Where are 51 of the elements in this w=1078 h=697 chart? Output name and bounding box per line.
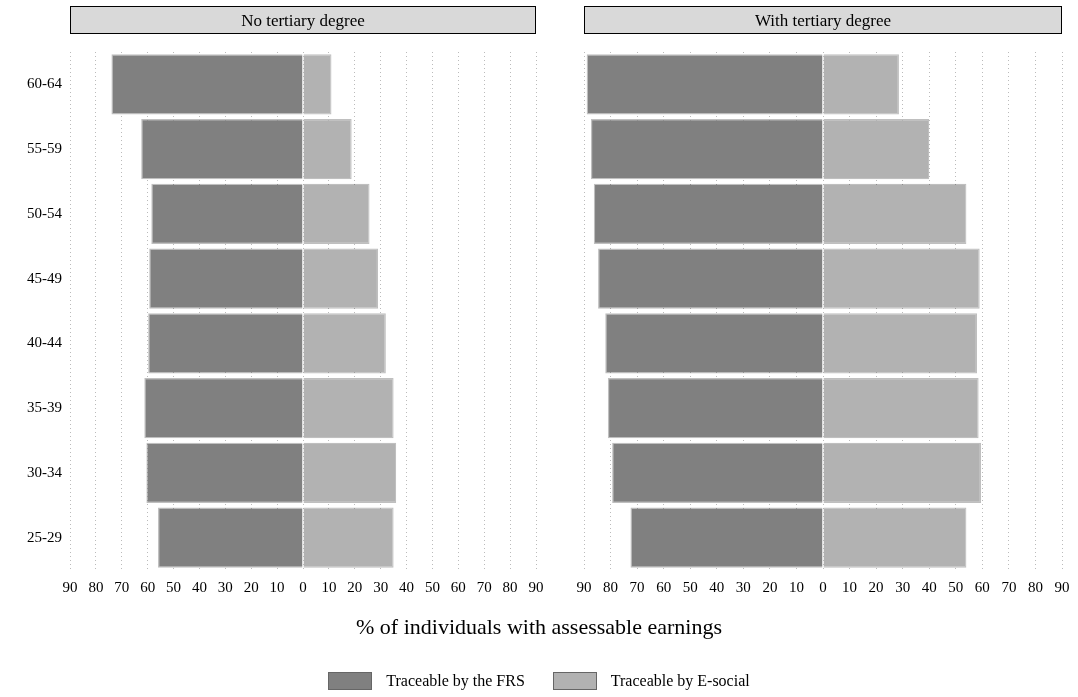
x-tick-label: 80 bbox=[502, 578, 518, 595]
y-tick-label: 30-34 bbox=[27, 463, 63, 480]
x-tick-label: 80 bbox=[1027, 578, 1043, 595]
x-tick-label: 0 bbox=[819, 578, 827, 595]
x-tick-label: 60 bbox=[450, 578, 466, 595]
x-tick-label: 90 bbox=[62, 578, 78, 595]
x-tick-label: 90 bbox=[576, 578, 592, 595]
y-tick-label: 40-44 bbox=[27, 334, 63, 351]
x-tick-label: 50 bbox=[424, 578, 440, 595]
x-tick-label: 10 bbox=[321, 578, 337, 595]
x-tick-label: 20 bbox=[243, 578, 259, 595]
x-tick-label: 30 bbox=[895, 578, 911, 595]
x-tick-label: 50 bbox=[166, 578, 182, 595]
x-tick-label: 70 bbox=[476, 578, 492, 595]
x-tick-label: 90 bbox=[1054, 578, 1070, 595]
x-tick-label: 60 bbox=[974, 578, 990, 595]
x-tick-label: 0 bbox=[299, 578, 307, 595]
x-tick-label: 50 bbox=[948, 578, 964, 595]
x-tick-label: 10 bbox=[269, 578, 285, 595]
x-tick-label: 70 bbox=[1001, 578, 1017, 595]
y-tick-label: 35-39 bbox=[27, 399, 62, 416]
x-tick-label: 50 bbox=[682, 578, 698, 595]
x-tick-label: 80 bbox=[88, 578, 104, 595]
x-tick-label: 70 bbox=[114, 578, 130, 595]
legend-label: Traceable by the FRS bbox=[386, 672, 525, 690]
x-axis-title: % of individuals with assessable earnings bbox=[355, 614, 723, 640]
legend-label: Traceable by E-social bbox=[610, 672, 750, 690]
x-tick-label: 10 bbox=[842, 578, 858, 595]
x-tick-label: 10 bbox=[788, 578, 804, 595]
chart-title: With tertiary degree bbox=[584, 6, 1062, 34]
x-tick-label: 20 bbox=[868, 578, 884, 595]
x-tick-label: 40 bbox=[399, 578, 415, 595]
x-tick-label: 80 bbox=[603, 578, 619, 595]
x-tick-label: 20 bbox=[762, 578, 778, 595]
y-tick-label: 55-59 bbox=[27, 140, 62, 157]
x-tick-label: 30 bbox=[373, 578, 389, 595]
y-tick-label: 25-29 bbox=[27, 528, 62, 545]
x-tick-label: 70 bbox=[629, 578, 645, 595]
y-tick-label: 45-49 bbox=[27, 269, 62, 286]
x-tick-label: 90 bbox=[528, 578, 544, 595]
x-tick-label: 40 bbox=[709, 578, 725, 595]
x-tick-label: 60 bbox=[656, 578, 672, 595]
x-tick-label: 40 bbox=[921, 578, 937, 595]
x-tick-label: 30 bbox=[217, 578, 233, 595]
x-tick-label: 60 bbox=[140, 578, 156, 595]
chart-title: No tertiary degree bbox=[70, 6, 536, 34]
y-tick-label: 50-54 bbox=[27, 204, 63, 221]
x-tick-label: 30 bbox=[735, 578, 751, 595]
y-tick-label: 60-64 bbox=[27, 75, 63, 92]
x-tick-label: 20 bbox=[347, 578, 363, 595]
x-tick-label: 40 bbox=[191, 578, 207, 595]
